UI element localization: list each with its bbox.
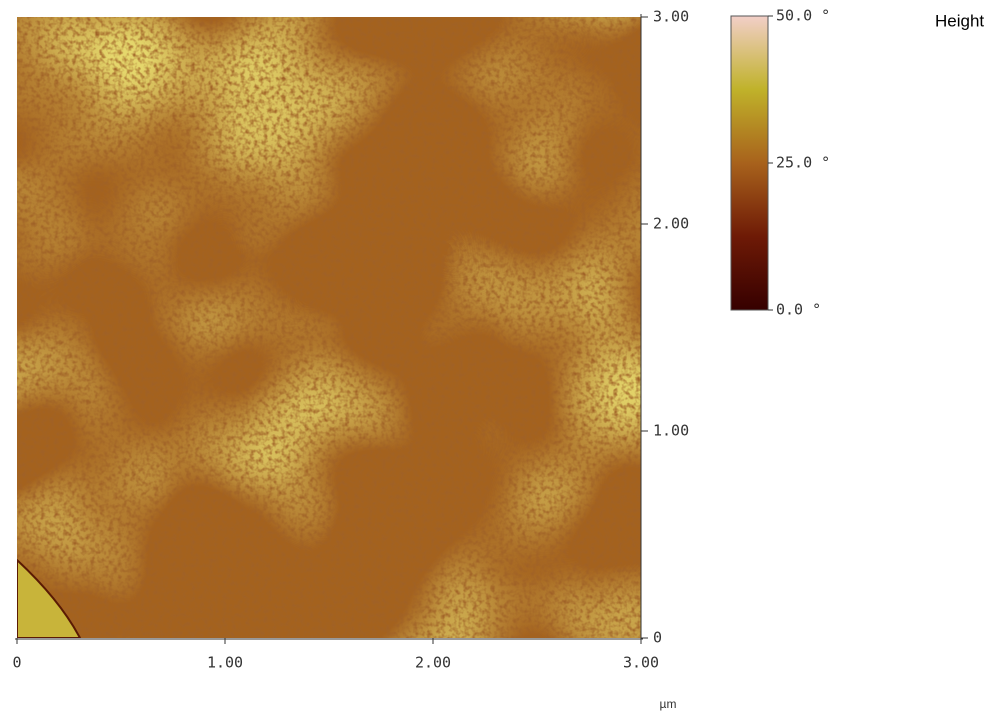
y-tick-label: 2.00: [653, 215, 689, 233]
colorbar-tick-label: 0.0 °: [776, 301, 821, 319]
x-tick-label: 2.00: [415, 654, 451, 672]
y-tick-label: 0: [653, 629, 662, 647]
x-tick-label: 1.00: [207, 654, 243, 672]
afm-image: [17, 17, 641, 638]
x-tick-label: 3.00: [623, 654, 659, 672]
colorbar-tick-label: 25.0 °: [776, 154, 830, 172]
colorbar-tick-label: 50.0 °: [776, 7, 830, 25]
x-axis-label: µm: [660, 697, 677, 711]
y-tick-label: 1.00: [653, 422, 689, 440]
x-tick-label: 0: [12, 654, 21, 672]
chart-title: Height: [935, 11, 984, 30]
colorbar: [730, 15, 769, 311]
y-tick-label: 3.00: [653, 8, 689, 26]
